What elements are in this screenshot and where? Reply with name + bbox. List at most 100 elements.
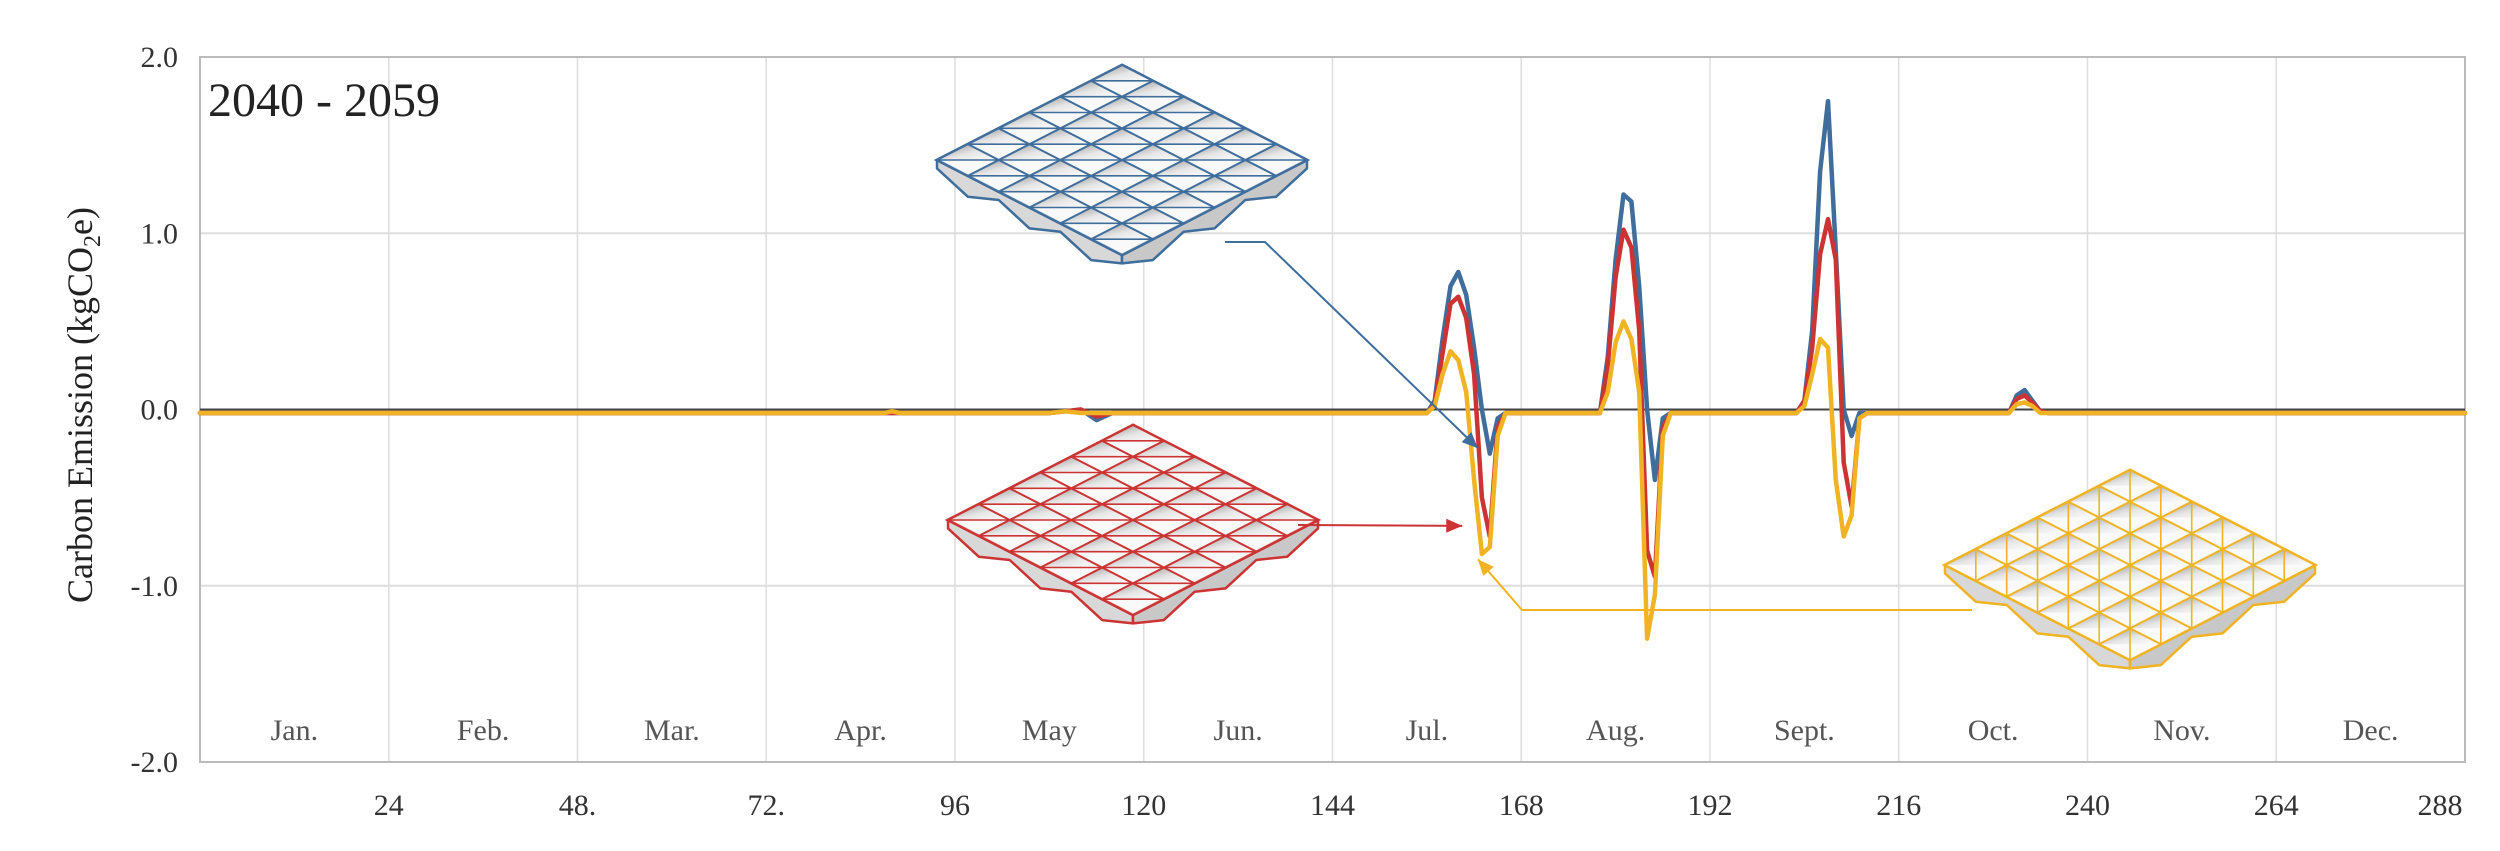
facade-cell-shade [1133, 504, 1195, 520]
facade-cell-shade [1071, 472, 1133, 489]
facade-cell-shade [1152, 160, 1215, 176]
facade-cell-shade [1102, 551, 1164, 568]
facade-cell-light [1163, 504, 1226, 520]
facade-cell-light [1091, 112, 1153, 129]
facade-cell-shade [1183, 112, 1246, 129]
month-label-1: Jan. [271, 714, 319, 747]
facade-illustrations [933, 63, 2319, 670]
facade-cell-shade [1183, 175, 1246, 192]
facade-cell-shade [937, 144, 999, 160]
facade-cell-light [998, 191, 1061, 208]
facade-cell-light [1183, 160, 1246, 176]
facade-illustration-3 [1941, 468, 2319, 670]
x-tick-label-9: 240 [2065, 789, 2110, 822]
facade-cell-shade [1183, 144, 1246, 160]
facade-edge-left [946, 520, 1135, 625]
facade-cell-light [1102, 599, 1164, 615]
facade-cell-shade [1133, 567, 1195, 584]
facade-cell-shade [1225, 520, 1288, 536]
facade-cell-light [1009, 520, 1072, 536]
facade-cell-shade [1214, 128, 1277, 145]
facade-cell-light [1102, 535, 1164, 552]
x-tick-label-10: 264 [2254, 789, 2299, 822]
facade-cell-shade [1102, 520, 1164, 536]
facade-cell-light [1091, 80, 1153, 97]
facade-cell-light [1152, 112, 1215, 129]
facade-cell-light [1152, 175, 1215, 192]
facade-cell-shade [1122, 175, 1184, 192]
facade-cell-light [998, 160, 1061, 176]
facade-cell-shade [1071, 535, 1133, 552]
month-label-3: Mar. [644, 714, 700, 747]
facade-cell-shade [1060, 207, 1122, 224]
facade-cell-light [998, 128, 1061, 145]
month-label-10: Oct. [1968, 714, 2019, 747]
facade-cell-light [1102, 567, 1164, 584]
facade-cell-shade [1152, 128, 1215, 145]
facade-cell-light [1256, 520, 1318, 536]
facade-cell-shade [1091, 160, 1153, 176]
leader-path [1297, 524, 1463, 527]
facade-cell-shade [1060, 80, 1122, 97]
facade-illustration-2 [944, 423, 1322, 625]
leader-line-3 [1477, 558, 1972, 611]
facade-cell-light [1133, 551, 1195, 568]
facade-cell-shade [1245, 144, 1307, 160]
x-tick-label-2: 72. [748, 789, 786, 822]
facade-cell-light [1102, 440, 1164, 457]
facade-edge-left [935, 160, 1124, 265]
leader-line-1 [1225, 241, 1479, 449]
tick-labels: 2.0 1.0 0.0 -1.0 -2.0 24 48. 72. 96 120 144 168 192 2… [131, 41, 2463, 822]
facade-cell-shade [1163, 520, 1226, 536]
facade-grid-line [2129, 564, 2316, 661]
facade-cell-light [1071, 520, 1133, 536]
facade-grid-line [1121, 159, 1308, 256]
period-label: 2040 - 2059 [208, 74, 440, 127]
facade-cell-light [978, 535, 1041, 552]
facade-illustration-1 [933, 63, 1311, 265]
month-label-11: Nov. [2153, 714, 2210, 747]
x-tick-label-1: 48. [559, 789, 597, 822]
facade-cell-shade [1029, 160, 1092, 176]
facade-cell-light [1071, 583, 1133, 600]
y-axis-title-subscript: 2 [80, 235, 106, 247]
facade-cell-light [1040, 472, 1103, 489]
axes [199, 56, 2466, 763]
facade-cell-light [1060, 191, 1122, 208]
facade-cell-shade [1122, 207, 1184, 224]
facade-cell-shade [1256, 504, 1318, 520]
facade-edge-left [1943, 565, 2132, 670]
facade-cell-light [1091, 175, 1153, 192]
facade-cell-shade [1071, 440, 1133, 457]
facade-cell-light [1060, 128, 1122, 145]
facade-cell-shade [1102, 425, 1164, 441]
facade-cell-shade [1040, 520, 1103, 536]
facade-cell-light [1163, 535, 1226, 552]
facade-cell-light [1071, 456, 1133, 473]
facade-cell-shade [1163, 456, 1226, 473]
facade-cell-shade [1091, 223, 1153, 240]
facade-cell-light [967, 144, 1030, 160]
facade-cell-shade [1194, 472, 1257, 489]
x-tick-label-8: 216 [1876, 789, 1921, 822]
facade-cell-light [1091, 239, 1153, 255]
facade-cell-shade [1040, 488, 1103, 505]
facade-cell-shade [1152, 191, 1215, 208]
facade-grid-line [1975, 548, 2162, 646]
facade-cell-shade [1009, 504, 1072, 520]
facade-cell-shade [1152, 96, 1215, 113]
facade-grid-line [1132, 519, 1319, 616]
facade-cell-shade [1071, 567, 1133, 584]
facade-cell-shade [1122, 80, 1184, 97]
y-axis-title: Carbon Emission (kgCO2e) [60, 207, 106, 603]
y-axis-title-main: Carbon Emission (kgCO [60, 247, 100, 603]
facade-cell-light [948, 520, 1010, 536]
facade-cell-shade [967, 128, 1030, 145]
facade-cell-light [937, 160, 999, 176]
facade-cell-light [1029, 175, 1092, 192]
x-tick-label-11: 288 [2418, 789, 2463, 822]
x-tick-label-7: 192 [1688, 789, 1733, 822]
month-label-6: Jun. [1214, 714, 1263, 747]
